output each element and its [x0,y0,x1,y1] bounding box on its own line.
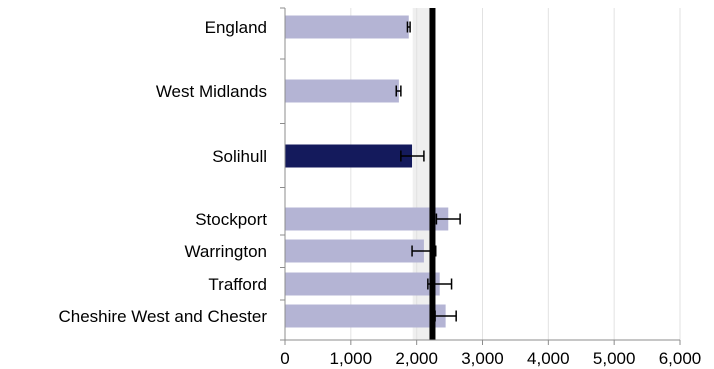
category-label-2: Solihull [212,147,267,166]
category-label-6: Cheshire West and Chester [58,307,267,326]
error-bar-3 [435,213,461,225]
x-tick-label-5: 5,000 [593,349,636,368]
axes [280,7,681,345]
bar-4 [285,239,424,263]
x-tick-labels: 0 1,000 2,000 3,000 4,000 5,000 6,000 [280,349,701,368]
bar-0 [285,15,409,39]
category-label-0: England [205,18,267,37]
x-tick-label-3: 3,000 [461,349,504,368]
bar-2 [285,144,413,168]
category-label-1: West Midlands [156,82,267,101]
bar-5 [285,272,440,296]
x-tick-label-0: 0 [280,349,289,368]
bar-6 [285,304,446,328]
x-tick-label-1: 1,000 [330,349,373,368]
bar-1 [285,79,399,103]
category-label-5: Trafford [208,275,267,294]
x-tick-label-4: 4,000 [527,349,570,368]
x-tick-label-2: 2,000 [395,349,438,368]
bars [285,15,449,328]
error-bar-2 [400,150,425,162]
category-labels: England West Midlands Solihull Stockport War… [58,18,267,326]
error-bar-0 [406,21,411,33]
category-label-4: Warrington [184,242,267,261]
bar-3 [285,207,449,231]
category-label-3: Stockport [195,210,267,229]
x-tick-label-6: 6,000 [659,349,702,368]
error-bar-1 [395,85,402,97]
